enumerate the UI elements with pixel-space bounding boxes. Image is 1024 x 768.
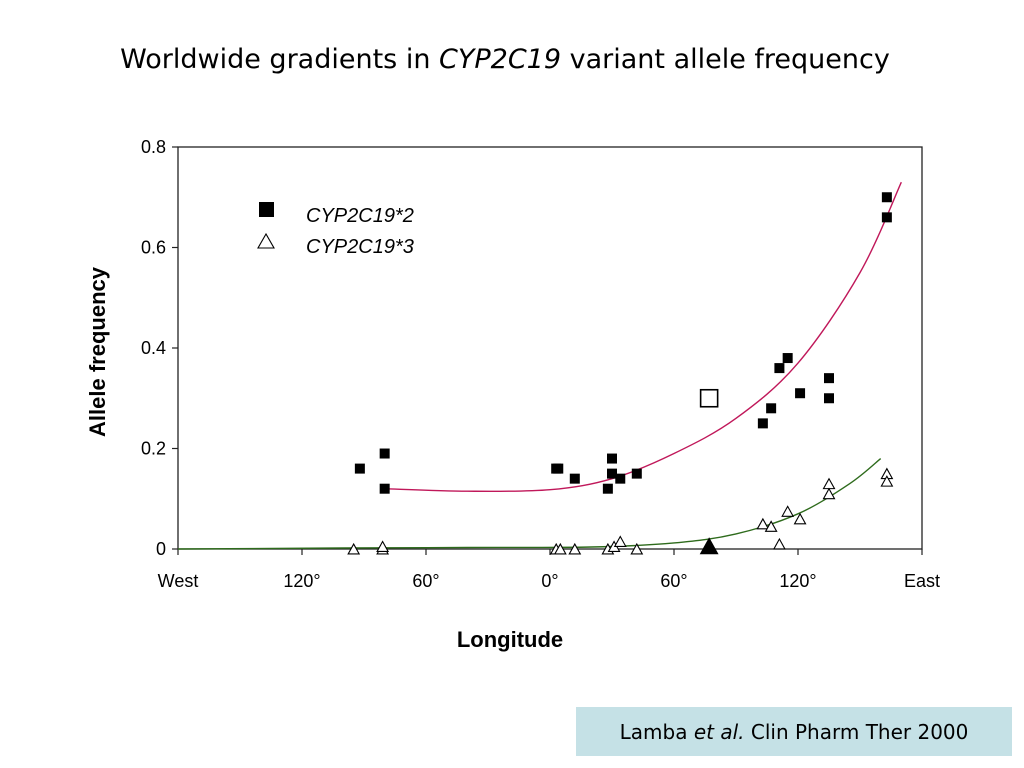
cyp2c19-3-point	[764, 520, 778, 532]
x-tick-label: 120°	[779, 571, 816, 591]
cyp2c19-2-point	[757, 418, 768, 429]
x-tick-label: East	[904, 571, 940, 591]
legend-label-cyp2c19-3: CYP2C19*3	[306, 236, 414, 258]
cyp2c19-3-point	[756, 517, 770, 530]
cyp2c19-2-point	[569, 473, 580, 484]
cyp2c19-2-point	[607, 468, 617, 479]
cyp2c19-3-filled-point	[699, 537, 719, 555]
cyp2c19-3-point	[822, 477, 836, 490]
cyp2c19-2-point	[602, 483, 613, 494]
cyp2c19-3-point	[630, 542, 644, 555]
cyp2c19-2-point	[615, 473, 626, 484]
x-tick-label: 60°	[660, 571, 687, 591]
cyp2c19-2-point	[824, 373, 834, 384]
trend-line-cyp2c19-2	[384, 181, 902, 493]
cyp2c19-3-point	[553, 542, 567, 555]
citation-author: Lamba	[619, 719, 688, 744]
trend-line-cyp2c19-3	[177, 458, 882, 550]
y-tick-label: 0.6	[141, 238, 166, 258]
x-tick-label: 60°	[412, 571, 439, 591]
y-tick-label: 0.2	[141, 439, 166, 459]
y-axis-ticks: 0 0.2 0.4 0.6 0.8	[141, 137, 178, 559]
cyp2c19-2-point	[782, 353, 793, 364]
legend-triangle-icon	[257, 232, 275, 249]
cyp2c19-3-point	[781, 505, 795, 517]
x-tick-label: West	[158, 571, 199, 591]
title-prefix: Worldwide gradients in	[120, 44, 440, 75]
cyp2c19-2-point	[881, 212, 892, 223]
cyp2c19-2-point	[824, 393, 834, 404]
cyp2c19-3-point	[347, 542, 361, 555]
x-tick-label: 120°	[283, 571, 320, 591]
title-gene: CYP2C19	[439, 44, 562, 75]
cyp2c19-2-open-point	[699, 388, 719, 408]
citation-etal: et al.	[693, 719, 745, 744]
title-suffix: variant allele frequency	[561, 44, 890, 75]
cyp2c19-2-point	[795, 388, 806, 399]
x-axis-label: Longitude	[457, 627, 563, 652]
allele-frequency-chart: 0 0.2 0.4 0.6 0.8 West 120° 60° 0° 60° 120° East C…	[85, 137, 940, 652]
cyp2c19-2-point	[379, 448, 390, 459]
trend-lines	[177, 181, 902, 550]
cyp2c19-3-point	[568, 542, 582, 555]
y-tick-label: 0	[156, 539, 166, 559]
x-tick-label: 0°	[541, 571, 558, 591]
legend-square-icon	[259, 202, 274, 217]
slide-title: Worldwide gradients in CYP2C19 variant a…	[0, 44, 1010, 75]
cyp2c19-2-point	[881, 192, 892, 203]
chart-legend: CYP2C19*2 CYP2C19*3	[257, 202, 414, 258]
citation-source: Clin Pharm Ther 2000	[750, 719, 969, 744]
cyp2c19-2-point	[607, 453, 617, 464]
cyp2c19-3-point	[880, 475, 894, 487]
data-markers	[347, 192, 894, 555]
y-axis-label: Allele frequency	[85, 266, 110, 437]
cyp2c19-2-point	[774, 363, 785, 374]
cyp2c19-3-point	[376, 540, 390, 552]
y-tick-label: 0.4	[141, 338, 166, 358]
cyp2c19-3-point	[793, 512, 807, 525]
y-tick-label: 0.8	[141, 137, 166, 157]
cyp2c19-3-point	[822, 487, 836, 500]
cyp2c19-3-point	[772, 537, 786, 550]
cyp2c19-2-point	[766, 403, 777, 414]
cyp2c19-2-point	[354, 463, 365, 474]
cyp2c19-2-point	[553, 463, 564, 474]
cyp2c19-2-point	[631, 468, 642, 479]
legend-label-cyp2c19-2: CYP2C19*2	[306, 205, 414, 227]
cyp2c19-3-point	[613, 535, 627, 547]
x-axis-ticks: West 120° 60° 0° 60° 120° East	[158, 549, 940, 591]
cyp2c19-2-point	[379, 483, 390, 494]
citation-box: Lamba et al. Clin Pharm Ther 2000	[576, 707, 1012, 756]
